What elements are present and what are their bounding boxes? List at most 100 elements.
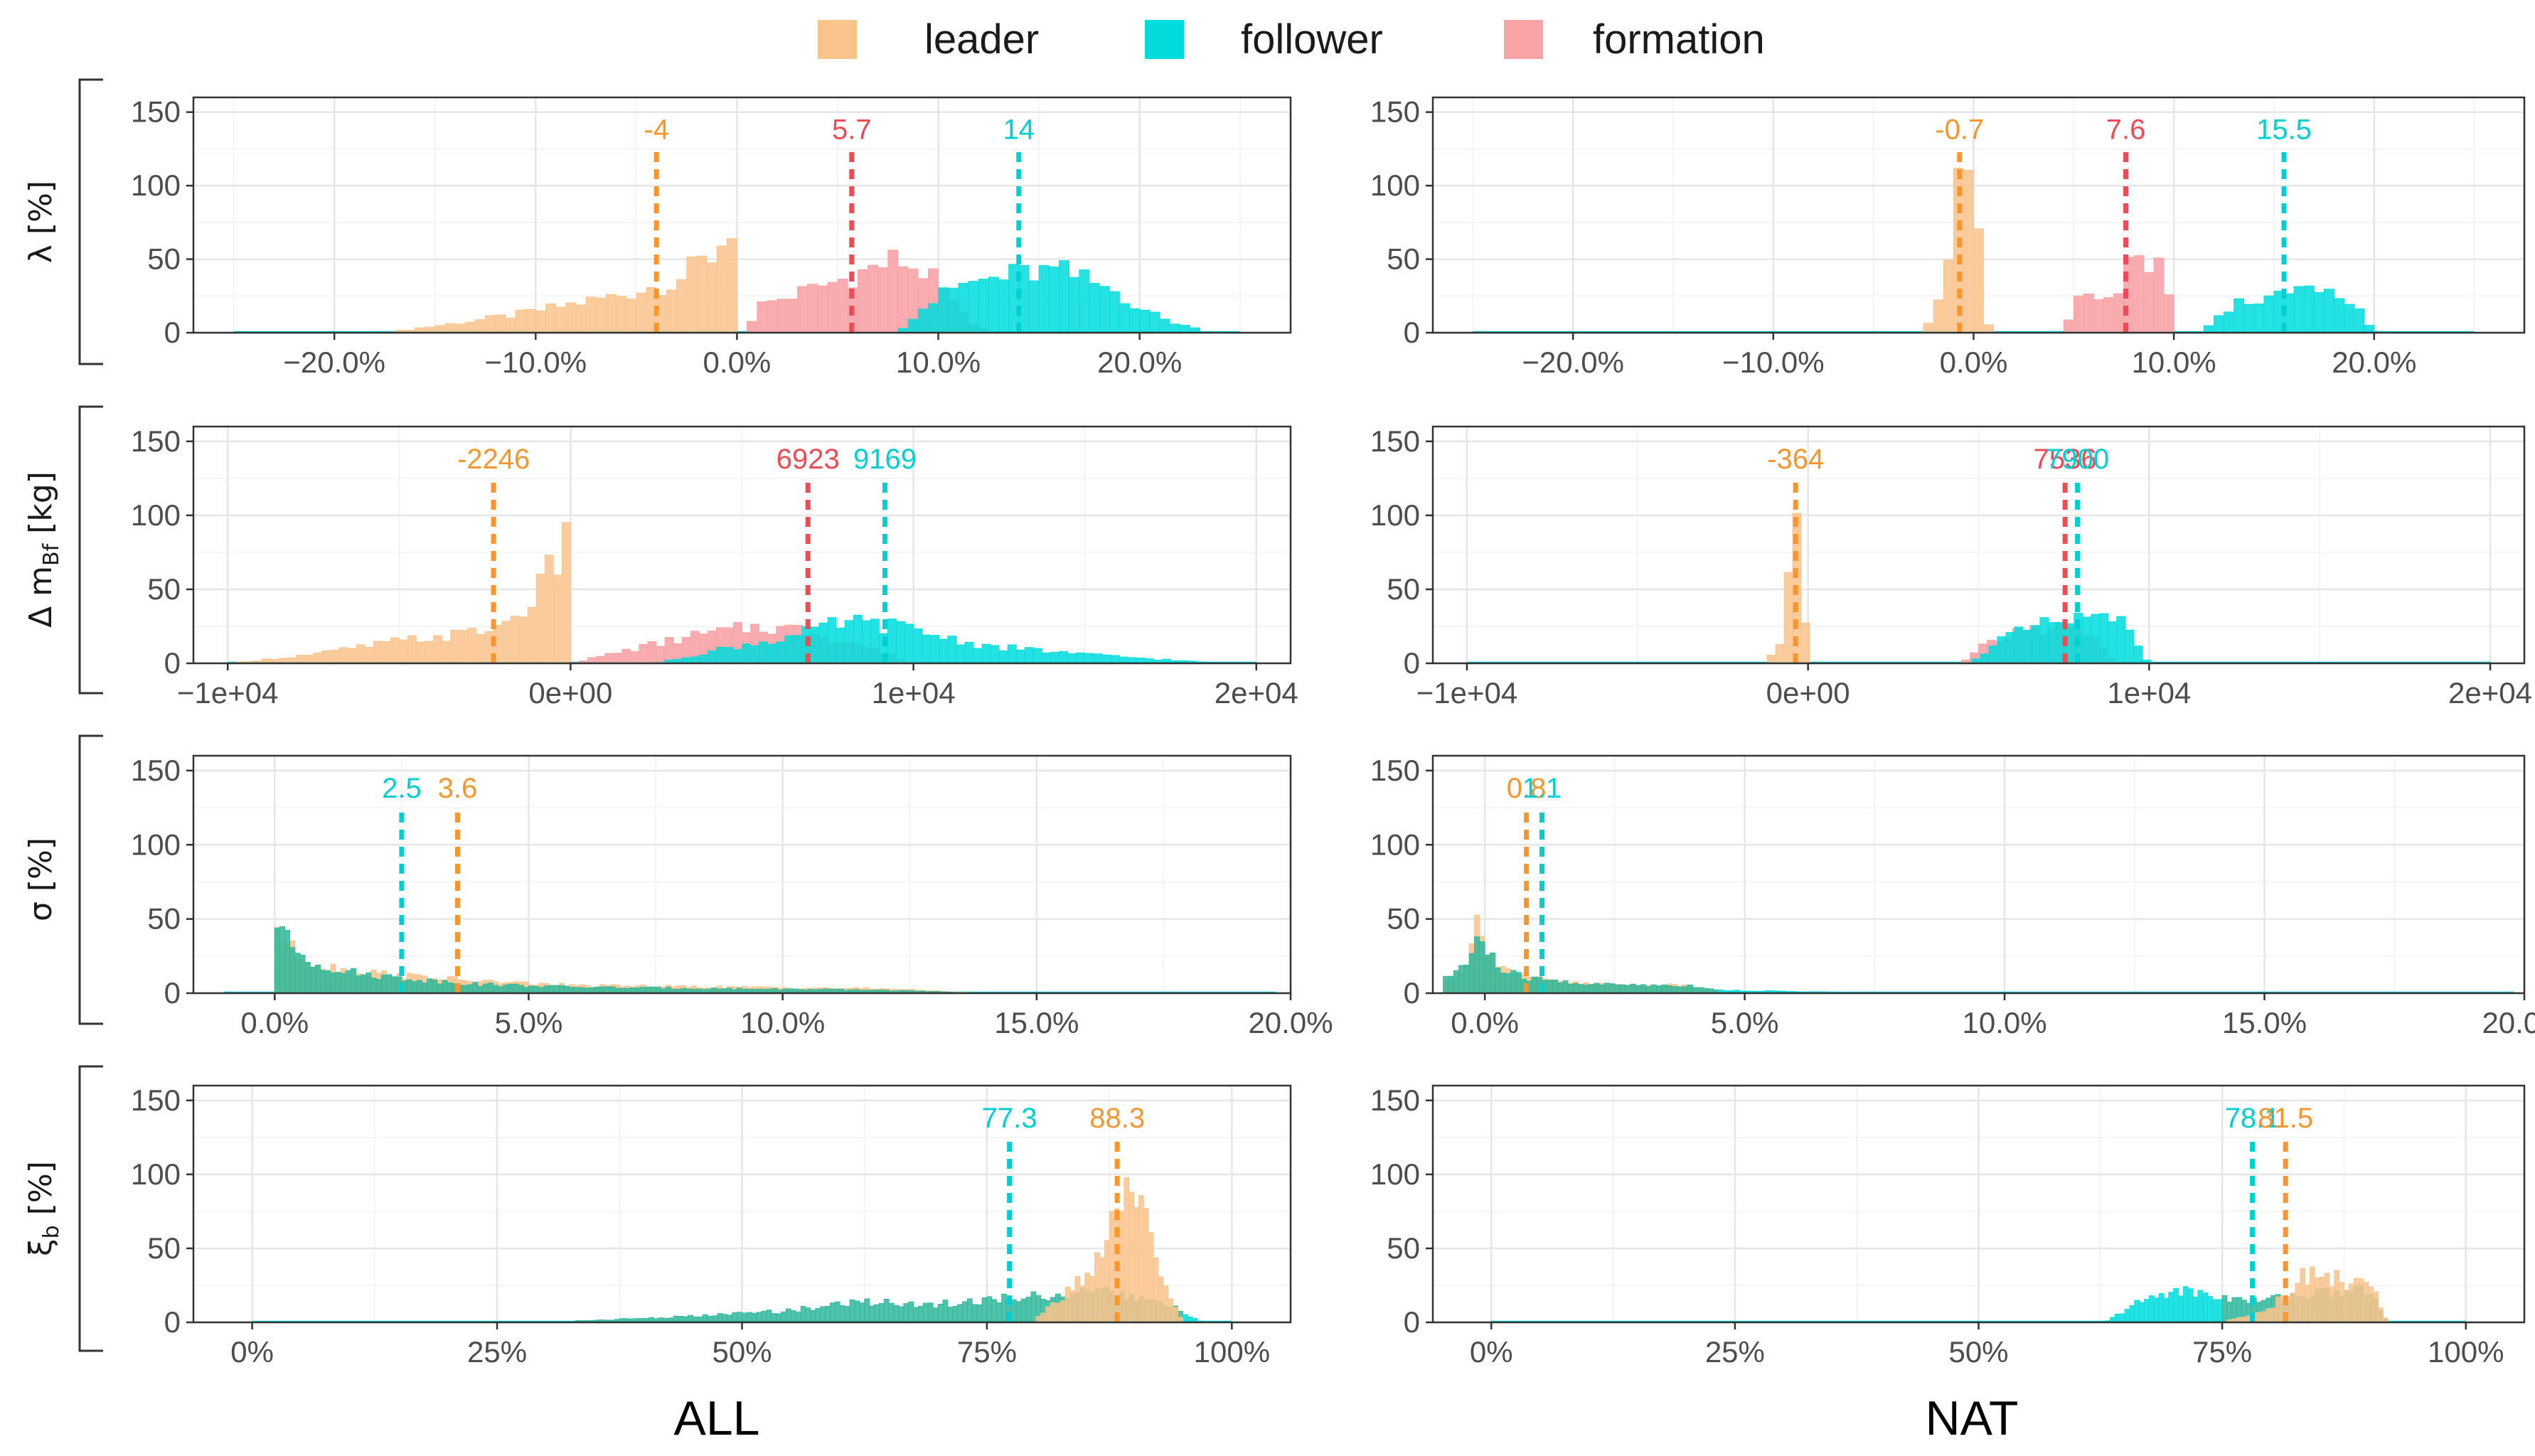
ylabel-row-4-main: ξ	[23, 1238, 59, 1256]
median-label-formation: 7.6	[2106, 114, 2146, 145]
histogram-bar-follower	[1468, 953, 1475, 994]
histogram-bar-leader	[2256, 1312, 2262, 1323]
histogram-bar-follower	[1687, 985, 1693, 994]
histogram-bar-follower	[795, 1311, 801, 1323]
histogram-bar-leader	[2363, 1282, 2369, 1323]
panel-xib-nat: 78.181.5 0 50 100 150 0% 25% 50% 75% 100%	[1370, 1083, 2526, 1369]
histogram-bar-leader	[666, 289, 677, 333]
histogram-bar-follower	[437, 983, 443, 994]
panel-border	[1431, 425, 2526, 665]
y-tick-label: 0	[164, 646, 181, 680]
median-label-formation: 5.7	[832, 114, 872, 145]
histogram-bar-leader	[1973, 228, 1984, 333]
histogram-bar-follower	[818, 622, 828, 664]
histogram-bar-follower	[1495, 967, 1501, 994]
histogram-bar-leader	[1933, 299, 1944, 333]
histogram-bar-leader	[1060, 1300, 1066, 1323]
histogram-bar-formation	[887, 250, 899, 333]
y-tick-label: 100	[131, 168, 181, 202]
histogram-bar-follower	[1547, 980, 1553, 994]
histogram-bar-leader	[544, 555, 554, 664]
histogram-bar-leader	[561, 522, 571, 664]
histogram-bar-leader	[407, 635, 417, 664]
x-tick-label: 50%	[1948, 1335, 2008, 1369]
histogram-bar-follower	[715, 646, 725, 664]
y-tick-label: 50	[1387, 572, 1420, 606]
y-tick-label: 50	[1387, 1231, 1420, 1265]
histogram-bar-formation	[656, 646, 666, 664]
histogram-bar-leader	[1119, 1211, 1125, 1323]
histogram-bar-follower	[937, 1304, 944, 1323]
y-tick-label: 0	[164, 1305, 181, 1339]
x-tick-label: 1e+04	[872, 676, 956, 710]
histogram-bar-follower	[1139, 309, 1151, 333]
histogram-bar-follower	[732, 1312, 738, 1323]
histogram-bar-follower	[2125, 629, 2135, 664]
histogram-bar-follower	[340, 973, 346, 994]
histogram-bar-follower	[767, 643, 777, 664]
x-tick-label: −10.0%	[484, 346, 587, 379]
legend-label-formation: formation	[1593, 16, 1765, 63]
histogram-bar-follower	[1474, 936, 1480, 994]
histogram-bar-leader	[585, 296, 597, 333]
histogram-bar-formation	[2093, 299, 2104, 333]
histogram-bar-formation	[2103, 296, 2115, 333]
legend-item-follower: follower	[1145, 16, 1383, 63]
median-label-follower: 14	[1003, 114, 1035, 145]
histogram-bar-leader	[1983, 324, 1995, 333]
histogram-bar-follower	[2187, 1288, 2194, 1323]
histogram-bar-follower	[1500, 973, 1506, 994]
histogram-bar-follower	[320, 970, 326, 994]
histogram-bar-follower	[952, 1305, 958, 1323]
histogram-bar-follower	[1149, 311, 1160, 333]
histogram-bar-follower	[1588, 984, 1594, 994]
histogram-bar-formation	[2063, 319, 2074, 333]
histogram-bar-leader	[2348, 1283, 2354, 1323]
histogram-bar-follower	[1129, 308, 1141, 333]
histogram-bar-follower	[722, 1314, 728, 1323]
histogram-bar-follower	[893, 1305, 900, 1323]
histogram-bar-follower	[947, 1307, 954, 1323]
median-label-leader: 88.3	[1089, 1103, 1145, 1134]
histogram-bar-leader	[364, 646, 374, 664]
histogram-bar-follower	[1048, 266, 1060, 333]
histogram-bar-follower	[335, 972, 341, 994]
median-label-follower: 78.1	[2225, 1103, 2280, 1134]
histogram-bar-follower	[958, 282, 969, 333]
histogram-bar-formation	[757, 301, 768, 333]
histogram-bar-follower	[971, 1304, 978, 1323]
histogram-bar-leader	[1800, 622, 1810, 664]
median-label-follower: 9169	[853, 444, 917, 475]
histogram-bar-follower	[998, 650, 1008, 664]
histogram-bar-follower	[854, 1300, 860, 1323]
y-tick-label: 150	[1370, 754, 1420, 787]
histogram-bar-follower	[2139, 1302, 2145, 1323]
histogram-bar-follower	[503, 984, 509, 994]
histogram-bar-follower	[1028, 280, 1040, 333]
histogram-bar-follower	[513, 983, 519, 994]
x-tick-label: 20.0%	[1097, 346, 1182, 379]
histogram-bar-follower	[1443, 975, 1449, 994]
histogram-bar-leader	[2261, 1311, 2267, 1323]
histogram-bar-leader	[636, 292, 647, 333]
x-tick-label: 0.0%	[1940, 346, 2008, 379]
legend-label-leader: leader	[924, 16, 1039, 63]
y-tick-label: 50	[1387, 242, 1420, 276]
histogram-bar-leader	[474, 319, 486, 333]
y-tick-label: 50	[147, 242, 181, 276]
histogram-bar-formation	[2133, 255, 2145, 333]
median-label-formation: 7536	[2034, 444, 2097, 475]
histogram-bar-follower	[1458, 965, 1465, 994]
histogram-bar-follower	[1067, 653, 1077, 664]
histogram-bar-follower	[558, 985, 565, 994]
histogram-bar-leader	[553, 574, 562, 664]
histogram-bar-follower	[1490, 952, 1496, 994]
panel-lambda-all: -4 5.7 14 0 50 100 150 −20.0% −10.0% 0.0% 10.0% 20.…	[131, 95, 1292, 379]
x-tick-label: 20.0%	[2332, 346, 2416, 379]
histogram-bar-follower	[2182, 1286, 2189, 1323]
histogram-bar-follower	[976, 1304, 983, 1323]
histogram-bar-leader	[2334, 1270, 2339, 1323]
histogram-bar-leader	[1124, 1177, 1130, 1323]
histogram-bar-leader	[495, 314, 506, 333]
histogram-bar-follower	[422, 983, 428, 994]
